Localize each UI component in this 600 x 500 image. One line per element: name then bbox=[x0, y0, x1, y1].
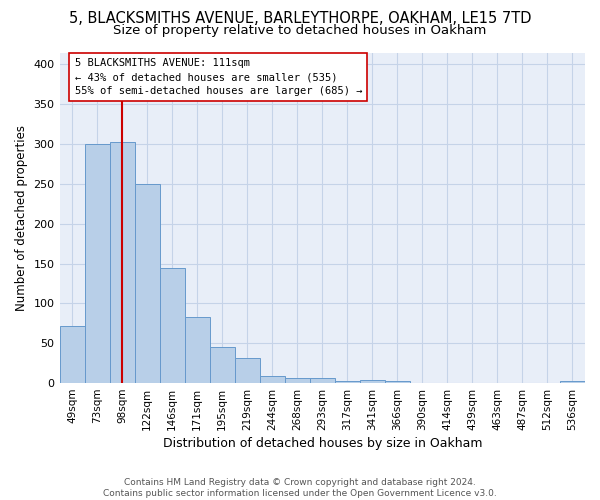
Y-axis label: Number of detached properties: Number of detached properties bbox=[15, 125, 28, 311]
Bar bbox=[260, 376, 285, 383]
Bar bbox=[59, 326, 85, 383]
Text: Contains HM Land Registry data © Crown copyright and database right 2024.
Contai: Contains HM Land Registry data © Crown c… bbox=[103, 478, 497, 498]
Bar bbox=[360, 380, 385, 383]
Bar bbox=[160, 268, 185, 383]
Bar bbox=[235, 358, 260, 383]
Bar bbox=[285, 378, 310, 383]
Text: 5, BLACKSMITHS AVENUE, BARLEYTHORPE, OAKHAM, LE15 7TD: 5, BLACKSMITHS AVENUE, BARLEYTHORPE, OAK… bbox=[69, 11, 531, 26]
Bar bbox=[209, 347, 235, 383]
Text: Size of property relative to detached houses in Oakham: Size of property relative to detached ho… bbox=[113, 24, 487, 37]
Bar bbox=[335, 382, 360, 383]
X-axis label: Distribution of detached houses by size in Oakham: Distribution of detached houses by size … bbox=[163, 437, 482, 450]
Bar bbox=[385, 380, 410, 383]
Bar bbox=[310, 378, 335, 383]
Bar bbox=[560, 380, 585, 383]
Bar bbox=[85, 144, 110, 383]
Text: 5 BLACKSMITHS AVENUE: 111sqm
← 43% of detached houses are smaller (535)
55% of s: 5 BLACKSMITHS AVENUE: 111sqm ← 43% of de… bbox=[74, 58, 362, 96]
Bar bbox=[185, 317, 209, 383]
Bar bbox=[110, 142, 134, 383]
Bar bbox=[134, 184, 160, 383]
